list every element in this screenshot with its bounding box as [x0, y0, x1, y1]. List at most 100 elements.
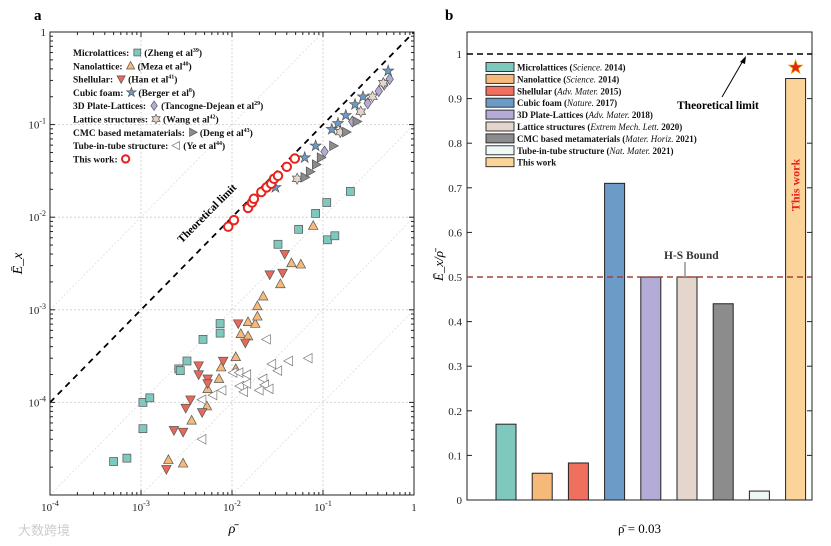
y-tick-label: 1: [41, 27, 47, 39]
data-point: [257, 373, 268, 385]
bar: [676, 276, 698, 501]
legend-item: CMC based metamaterials: (Deng et al43): [73, 127, 253, 139]
data-point: [253, 384, 264, 396]
data-point: [264, 270, 276, 281]
y-tick-label: 0.1: [448, 450, 462, 462]
series-circle: [223, 153, 301, 232]
data-point: [286, 257, 297, 268]
legend-item: Shellular (Adv. Mater. 2015): [485, 85, 621, 96]
hs-bound-label: H-S Bound: [664, 250, 719, 262]
iso-ratio-line: [140, 216, 415, 496]
data-point: [363, 97, 372, 110]
data-point: [242, 316, 254, 327]
legend-marker: [120, 154, 131, 164]
plot-frame-b: [466, 31, 813, 501]
series-triangle-up: [163, 219, 319, 468]
data-point: [385, 72, 394, 86]
data-point: [381, 64, 395, 77]
iso-ratio-line: [49, 31, 324, 311]
data-point: [161, 465, 172, 475]
data-point: [185, 395, 196, 406]
data-point: [241, 378, 252, 389]
legend-item: Nanolattice: (Meza et al40): [73, 60, 192, 72]
data-point: [282, 355, 293, 367]
data-point: [238, 386, 248, 398]
legend-item: Lattice structures: (Wang et al42): [73, 113, 219, 126]
data-point: [215, 361, 227, 372]
data-point: [302, 352, 313, 364]
x-tick-label: 10-3: [132, 499, 150, 514]
data-point: [217, 356, 229, 367]
data-point: [342, 126, 352, 138]
data-point: [234, 380, 244, 392]
data-point: [355, 105, 367, 118]
data-point: [241, 369, 252, 380]
legend-label: Microlattices:: [73, 49, 129, 59]
x-tick-label: 10-4: [41, 499, 59, 514]
data-point: [193, 361, 204, 372]
bar: [495, 423, 517, 501]
data-point: [298, 150, 312, 164]
data-point: [177, 427, 189, 438]
legend-label: Tube-in-tube structure (Nat. Mater. 2021…: [517, 146, 674, 156]
legend-item: Lattice structures (Extrem Mech. Lett. 2…: [485, 121, 682, 132]
bar: [604, 182, 626, 501]
legend-reference: (Wang et al42): [163, 115, 219, 126]
legend-reference: (Deng et al43): [200, 128, 253, 139]
legend-label: Lattice structures:: [73, 116, 148, 126]
legend-label: Lattice structures (Extrem Mech. Lett. 2…: [517, 122, 682, 132]
iso-ratio-line: [231, 309, 415, 496]
data-point: [230, 351, 242, 361]
data-point: [330, 231, 340, 241]
bar: [640, 276, 662, 501]
legend-swatch: [485, 97, 515, 108]
legend-item: This work:: [73, 154, 131, 165]
data-point: [348, 97, 362, 111]
legend-marker: [171, 140, 180, 151]
legend-reference: (Tancogne-Dejean et al29): [161, 101, 263, 112]
data-point: [196, 408, 208, 419]
legend-marker: [133, 48, 142, 57]
y-tick-label: 0.8: [448, 138, 462, 150]
y-tick-label: 10-3: [28, 302, 46, 317]
plot-area-a: [49, 31, 415, 496]
data-point: [377, 76, 389, 90]
y-tick-label: 0.7: [448, 183, 462, 195]
legend-swatch: [485, 73, 515, 84]
bar: [785, 78, 807, 501]
legend-item: Shellular: (Han et al41): [73, 75, 177, 86]
x-axis-label-a: ρ̄: [228, 522, 240, 537]
iso-ratio-line: [49, 124, 415, 496]
y-tick-label: 10-1: [28, 117, 46, 132]
legend-reference: (Meza et al40): [138, 61, 192, 72]
data-point: [305, 166, 316, 178]
legend-swatch: [485, 145, 515, 156]
legend-label: CMC based metamaterials (Mater. Horiz. 2…: [517, 134, 697, 144]
series-triangle-right: [300, 116, 363, 183]
bar: [567, 462, 589, 501]
data-point: [248, 193, 260, 205]
data-point: [215, 328, 225, 338]
watermark-logo: 大数跨境: [18, 523, 70, 538]
data-point: [122, 453, 132, 463]
series-star5: [268, 64, 395, 193]
data-point: [331, 116, 345, 129]
data-point: [346, 187, 355, 196]
y-tick-label: 0.6: [448, 227, 462, 239]
legend-marker: [116, 75, 126, 85]
data-point: [252, 310, 263, 321]
data-point: [239, 338, 251, 349]
this-work-label: This work: [789, 159, 803, 212]
x-axis-label-b: ρ̄ = 0.03: [618, 521, 661, 536]
data-point: [307, 219, 319, 230]
data-point: [216, 384, 227, 396]
y-tick-label: 0.9: [448, 94, 462, 106]
legend-swatch: [485, 121, 515, 132]
legend-label: Nanolattice (Science. 2014): [517, 74, 619, 84]
legend-label: This work: [517, 158, 556, 168]
bar: [531, 472, 553, 501]
data-point: [322, 198, 332, 207]
legend-swatch: [485, 133, 515, 144]
legend-swatch: [485, 109, 515, 120]
